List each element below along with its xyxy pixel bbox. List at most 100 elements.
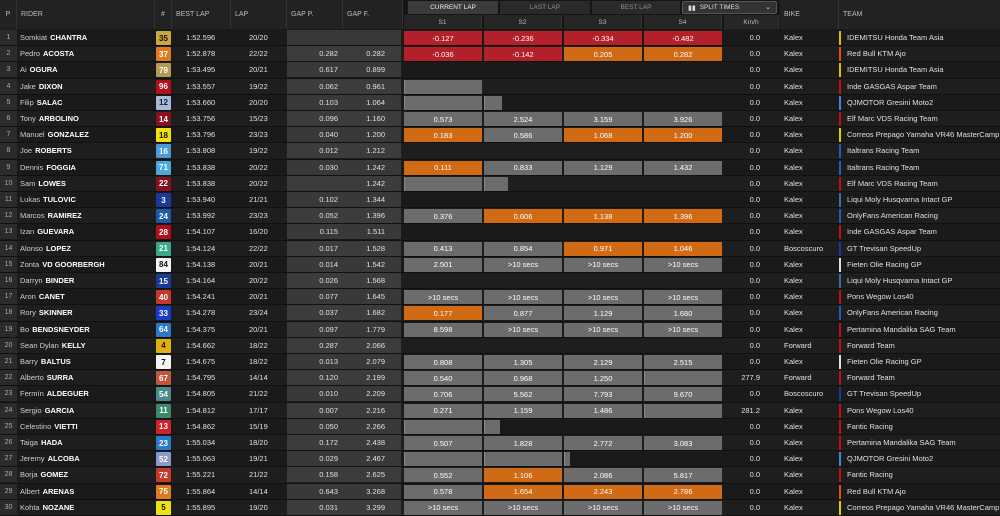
table-row[interactable]: 8 Joe ROBERTS 16 1:53.808 19/22 0.012 1.212 0.0 K…: [0, 143, 1000, 160]
rider-last-name: VD GOORBERGH: [42, 259, 105, 269]
rider-last-name: SALAC: [36, 97, 63, 107]
table-row[interactable]: 23 Fermín ALDEGUER 54 1:54.805 21/22 0.010 2.20…: [0, 386, 1000, 403]
rider-name-cell[interactable]: Sean Dylan KELLY: [20, 338, 155, 353]
table-row[interactable]: 17 Aron CANET 40 1:54.241 20/21 0.077 1.645 >10 …: [0, 289, 1000, 306]
speed-cell: 0.0: [749, 162, 760, 172]
rider-name-cell[interactable]: Barry BALTUS: [20, 354, 155, 369]
rider-name-cell[interactable]: Pedro ACOSTA: [20, 46, 155, 61]
rider-last-name: OGURA: [29, 65, 58, 75]
table-row[interactable]: 2 Pedro ACOSTA 37 1:52.878 22/22 0.282 0.282 -0.…: [0, 46, 1000, 63]
table-row[interactable]: 13 Izan GUEVARA 28 1:54.107 16/20 0.115 1.511 0.…: [0, 224, 1000, 241]
sector-3-cell: 2.129: [564, 355, 642, 369]
tab-last-lap[interactable]: LAST LAP: [500, 1, 590, 14]
speed-cell: 0.0: [749, 195, 760, 204]
table-row[interactable]: 21 Barry BALTUS 7 1:54.675 18/22 0.013 2.079 0.8…: [0, 354, 1000, 371]
rider-name-cell[interactable]: Tony ARBOLINO: [20, 111, 155, 126]
rider-name-cell[interactable]: Alberto SURRA: [20, 370, 155, 385]
table-row[interactable]: 25 Celestino VIETTI 13 1:54.862 15/19 0.050 2.2…: [0, 418, 1000, 435]
table-row[interactable]: 1 Somkiat CHANTRA 35 1:52.596 20/20 -0.127 -0.2…: [0, 30, 1000, 47]
gap-first-cell: [343, 30, 401, 45]
rider-number-badge: 13: [156, 419, 171, 434]
table-row[interactable]: 26 Taiga HADA 23 1:55.034 18/20 0.172 2.438 0.50…: [0, 435, 1000, 452]
table-row[interactable]: 22 Alberto SURRA 67 1:54.795 14/14 0.120 2.199 0…: [0, 370, 1000, 387]
rider-name-cell[interactable]: Sam LOWES: [20, 176, 155, 191]
team-cell: Pertamina Mandalika SAG Team: [847, 438, 956, 447]
rider-name-cell[interactable]: Bo BENDSNEYDER: [20, 322, 155, 337]
table-row[interactable]: 16 Darryn BINDER 15 1:54.164 20/22 0.026 1.568 0…: [0, 273, 1000, 290]
rider-last-name: ALCOBA: [47, 454, 80, 464]
table-row[interactable]: 10 Sam LOWES 22 1:53.838 20/22 1.242 0.0 Kalex El…: [0, 175, 1000, 192]
table-row[interactable]: 19 Bo BENDSNEYDER 64 1:54.375 20/21 0.097 1.779…: [0, 321, 1000, 338]
table-row[interactable]: 27 Jeremy ALCOBA 52 1:55.063 19/21 0.029 2.467 0…: [0, 451, 1000, 468]
position-cell: 6: [0, 111, 17, 126]
position-cell: 26: [0, 435, 17, 450]
rider-name-cell[interactable]: Jake DIXON: [20, 79, 155, 94]
table-row[interactable]: 29 Albert ARENAS 75 1:55.864 14/14 0.643 3.268 0…: [0, 483, 1000, 500]
team-cell: IDEMITSU Honda Team Asia: [847, 65, 944, 75]
rider-name-cell[interactable]: Manuel GONZALEZ: [20, 127, 155, 142]
table-row[interactable]: 7 Manuel GONZALEZ 18 1:53.796 23/23 0.040 1.200…: [0, 127, 1000, 144]
rider-name-cell[interactable]: Celestino VIETTI: [20, 419, 155, 434]
position-cell: 18: [0, 305, 17, 321]
table-row[interactable]: 24 Sergio GARCIA 11 1:54.812 17/17 0.007 2.216 0…: [0, 402, 1000, 419]
sector-4-cell: 5.817: [644, 468, 722, 483]
table-row[interactable]: 6 Tony ARBOLINO 14 1:53.756 15/23 0.096 1.160 0.…: [0, 111, 1000, 128]
lap-count-cell: 20/20: [249, 33, 268, 42]
table-row[interactable]: 11 Lukas TULOVIC 3 1:53.940 21/21 0.102 1.344 0.…: [0, 192, 1000, 209]
rider-name-cell[interactable]: Jeremy ALCOBA: [20, 451, 155, 466]
lap-count-cell: 23/23: [249, 211, 268, 221]
gap-first-cell: 1.396: [366, 211, 385, 221]
rider-name-cell[interactable]: Borja GOMEZ: [20, 467, 155, 482]
table-row[interactable]: 18 Rory SKINNER 33 1:54.278 23/24 0.037 1.682 0.…: [0, 305, 1000, 322]
sector-1-cell: 0.706: [404, 387, 482, 402]
table-row[interactable]: 12 Marcos RAMIREZ 24 1:53.992 23/23 0.052 1.396…: [0, 208, 1000, 225]
rider-name-cell[interactable]: Marcos RAMIREZ: [20, 208, 155, 223]
rider-name-cell[interactable]: Albert ARENAS: [20, 484, 155, 499]
rider-name-cell[interactable]: Aron CANET: [20, 289, 155, 304]
rider-name-cell[interactable]: Joe ROBERTS: [20, 143, 155, 158]
rider-first-name: Taiga: [20, 438, 38, 447]
table-row[interactable]: 14 Alonso LOPEZ 21 1:54.124 22/22 0.017 1.528 0.…: [0, 240, 1000, 257]
rider-last-name: LOPEZ: [45, 243, 71, 253]
sector-2-cell: 2.524: [484, 112, 562, 126]
sector-4-cell: 1.046: [644, 241, 722, 256]
rider-name-cell[interactable]: Fermín ALDEGUER: [20, 386, 155, 401]
rider-name-cell[interactable]: Somkiat CHANTRA: [20, 30, 155, 45]
rider-name-cell[interactable]: Lukas TULOVIC: [20, 192, 155, 207]
rider-name-cell[interactable]: Izan GUEVARA: [20, 224, 155, 239]
rider-name-cell[interactable]: Darryn BINDER: [20, 273, 155, 288]
table-row[interactable]: 9 Dennis FOGGIA 71 1:53.838 20/22 0.030 1.242 0.…: [0, 159, 1000, 176]
bike-cell: Kalex: [784, 211, 803, 221]
table-row[interactable]: 5 Filip SALAC 12 1:53.660 20/20 0.103 1.064 0.0 K…: [0, 94, 1000, 111]
table-row[interactable]: 4 Jake DIXON 96 1:53.557 19/22 0.062 0.961 0.0 Ka…: [0, 78, 1000, 95]
sector-3-cell: 1.486: [564, 403, 642, 418]
rider-name-cell[interactable]: Taiga HADA: [20, 435, 155, 450]
team-color-stripe: [839, 468, 841, 483]
table-row[interactable]: 3 Ai OGURA 79 1:53.495 20/21 0.617 0.899 0.0 Kale…: [0, 62, 1000, 79]
rider-name-cell[interactable]: Dennis FOGGIA: [20, 160, 155, 175]
split-times-dropdown[interactable]: ▮▮ SPLIT TIMES ⌄: [682, 1, 777, 14]
bike-cell: Kalex: [784, 292, 803, 302]
sector-1-cell: >10 secs: [404, 500, 482, 515]
table-row[interactable]: 20 Sean Dylan KELLY 4 1:54.662 18/22 0.287 2.06…: [0, 337, 1000, 354]
rider-name-cell[interactable]: Zonta VD GOORBERGH: [20, 257, 155, 272]
rider-name-cell[interactable]: Rory SKINNER: [20, 305, 155, 320]
table-row[interactable]: 30 Kohta NOZANE 5 1:55.895 19/20 0.031 3.299 >10…: [0, 499, 1000, 516]
rider-name-cell[interactable]: Alonso LOPEZ: [20, 241, 155, 256]
team-cell: Pertamina Mandalika SAG Team: [847, 324, 956, 334]
gap-background: [287, 111, 401, 126]
bike-cell: Kalex: [784, 195, 803, 204]
table-row[interactable]: 15 Zonta VD GOORBERGH 84 1:54.138 20/21 0.014 1…: [0, 256, 1000, 273]
table-row[interactable]: 28 Borja GOMEZ 72 1:55.221 21/22 0.158 2.625 0.5…: [0, 467, 1000, 484]
rider-name-cell[interactable]: Filip SALAC: [20, 95, 155, 110]
tab-best-lap[interactable]: BEST LAP: [592, 1, 680, 14]
sector-2-cell: 0.833: [484, 160, 562, 175]
tab-current-lap[interactable]: CURRENT LAP: [408, 1, 498, 14]
bike-cell: Boscoscuro: [784, 389, 824, 399]
rider-name-cell[interactable]: Sergio GARCIA: [20, 403, 155, 418]
rider-name-cell[interactable]: Kohta NOZANE: [20, 500, 155, 515]
rider-name-cell[interactable]: Ai OGURA: [20, 62, 155, 77]
lap-count-cell: 20/22: [249, 178, 268, 188]
lap-count-cell: 20/22: [249, 162, 268, 172]
best-lap-cell: 1:54.862: [186, 421, 216, 431]
